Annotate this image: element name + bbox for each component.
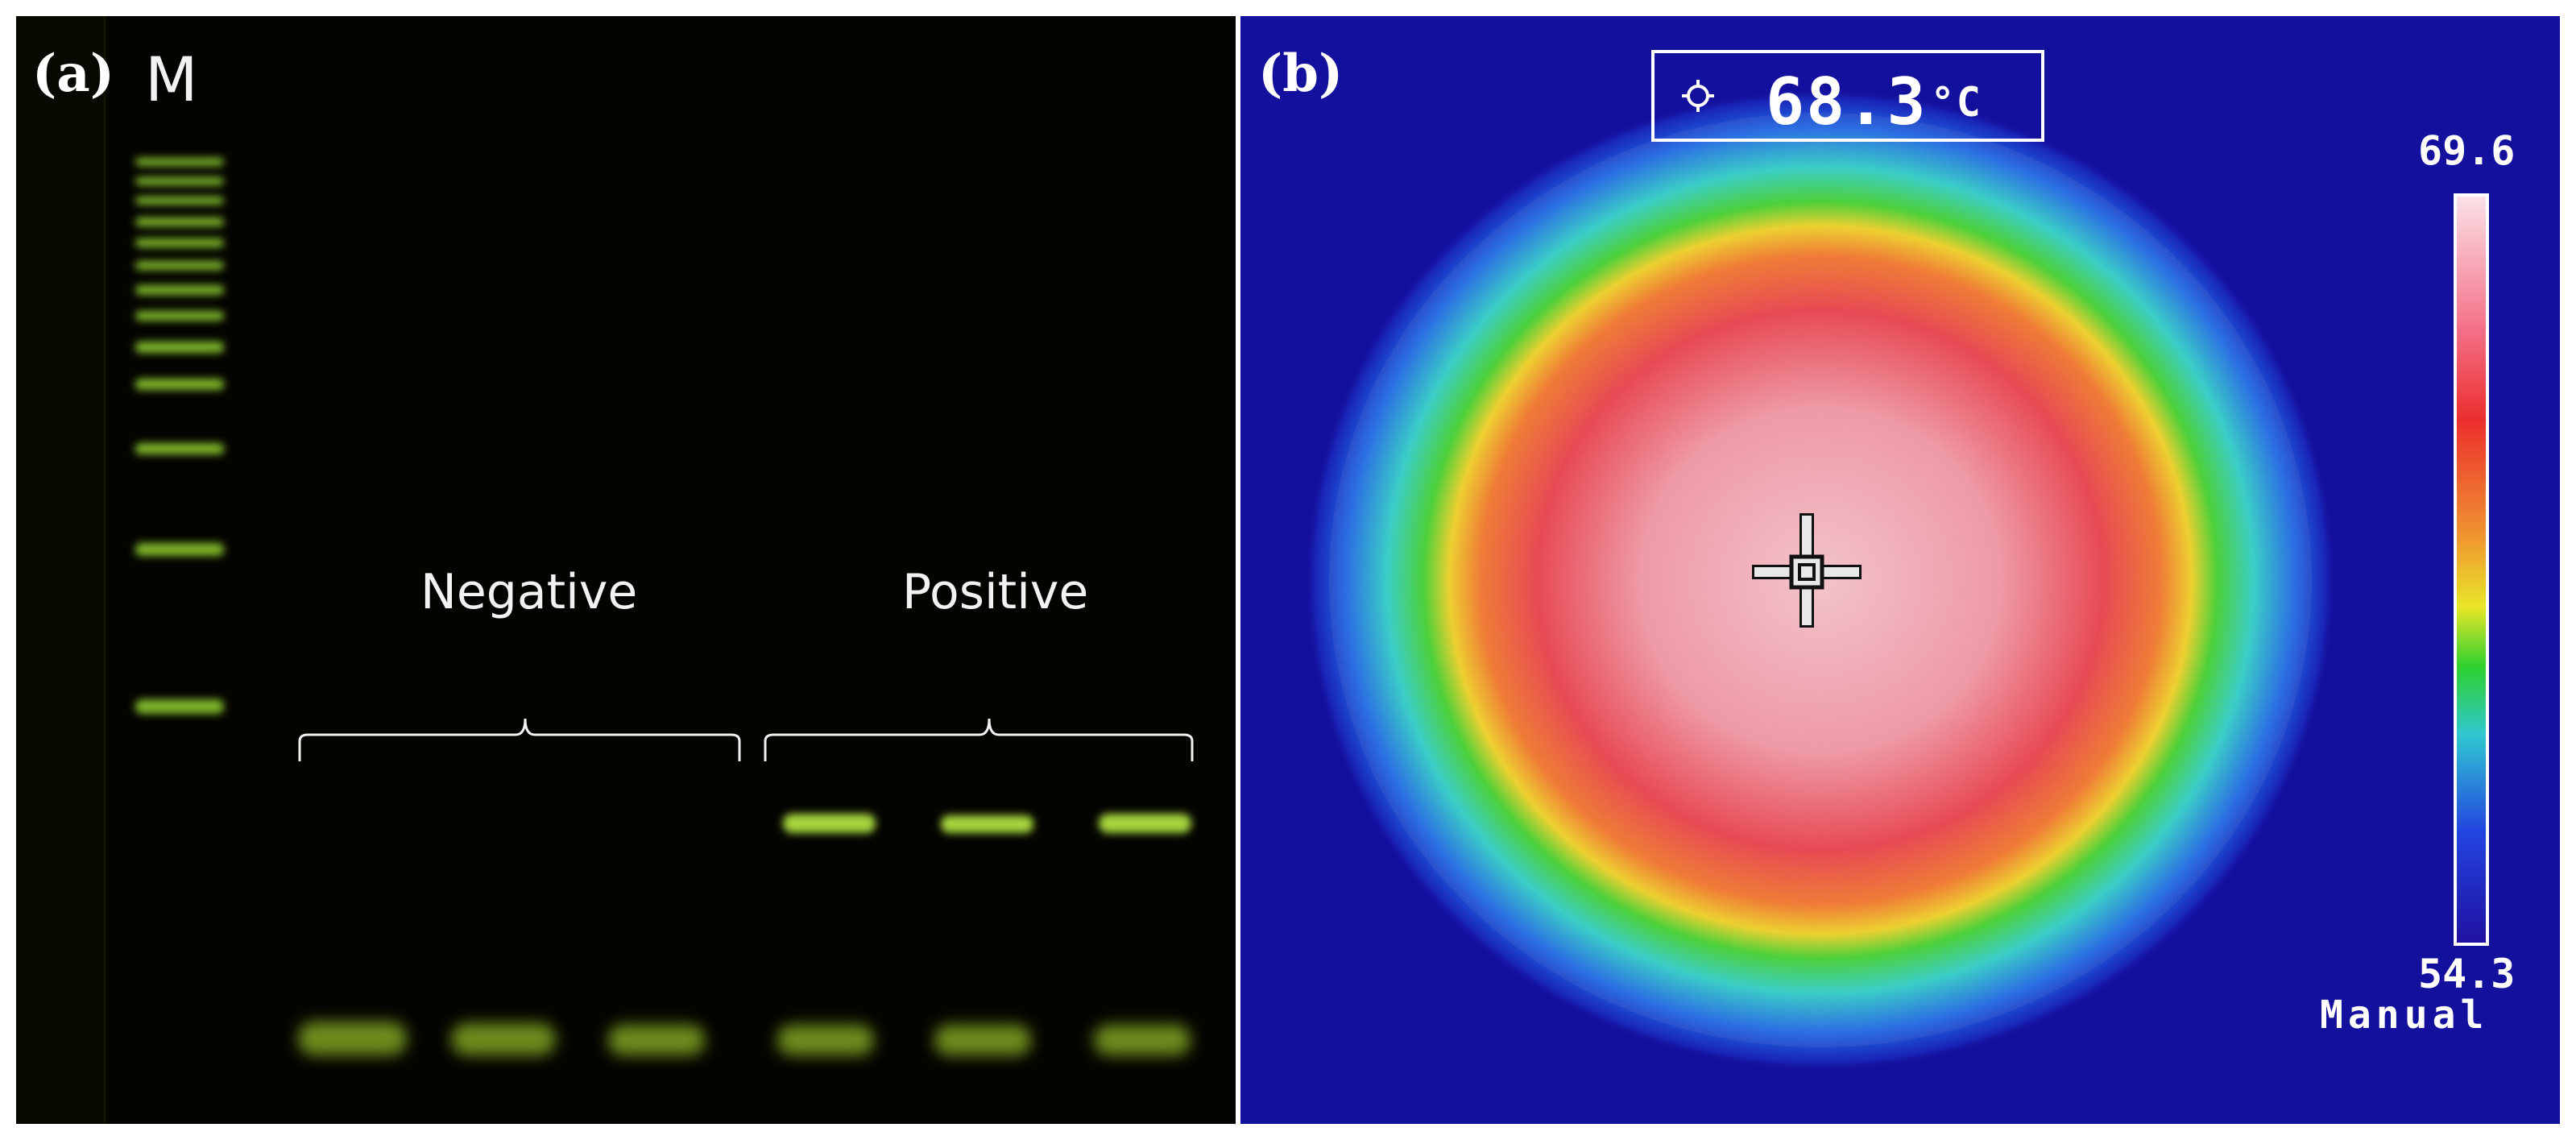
crosshair-icon	[1752, 513, 1862, 628]
spot-temperature-number: 68.3	[1766, 64, 1928, 139]
bottom-band	[451, 1023, 556, 1055]
ladder-band	[135, 285, 224, 295]
ladder-band	[135, 699, 224, 714]
temperature-unit: °C	[1930, 79, 1982, 126]
bottom-band	[608, 1025, 705, 1055]
scale-min-label: 54.3	[2418, 951, 2516, 997]
positive-band	[941, 815, 1033, 833]
gel-image-panel: (a) M Negative Positive	[16, 16, 1236, 1124]
marker-ladder	[135, 158, 224, 714]
panel-b-label: (b)	[1258, 44, 1344, 104]
bottom-bands	[298, 1022, 1191, 1055]
gel-edge	[16, 16, 105, 1124]
positive-label: Positive	[902, 564, 1089, 620]
ladder-band	[135, 218, 224, 226]
positive-bands	[783, 814, 1191, 833]
ladder-band	[135, 238, 224, 247]
ladder-band	[135, 543, 224, 556]
negative-label: Negative	[420, 564, 638, 620]
marker-lane-label: M	[145, 44, 198, 115]
bottom-band	[777, 1025, 874, 1055]
negative-bracket	[298, 718, 741, 761]
ladder-band	[135, 158, 224, 166]
thermal-image-panel: (b) 68.3°C 69.6 54.3 Manual	[1240, 16, 2560, 1124]
mode-label: Manual	[2320, 993, 2489, 1038]
bottom-band	[934, 1025, 1031, 1055]
ladder-band	[135, 443, 224, 454]
ladder-band	[135, 379, 224, 390]
color-scale-bar	[2454, 193, 2489, 946]
positive-band	[783, 814, 876, 833]
spot-temperature-value: 68.3°C	[1766, 64, 1982, 139]
scale-max-label: 69.6	[2418, 127, 2516, 174]
ladder-band	[135, 177, 224, 185]
spot-marker-icon	[1682, 80, 1714, 112]
thermal-graphics	[1305, 50, 2489, 1072]
ladder-band	[135, 311, 224, 321]
ladder-band	[135, 197, 224, 205]
spot-temp-box	[1651, 50, 2044, 142]
gel-graphics	[16, 16, 1194, 1124]
bottom-band	[298, 1022, 407, 1055]
ladder-band	[135, 261, 224, 270]
bottom-band	[1094, 1025, 1191, 1055]
positive-bracket	[764, 718, 1194, 761]
ladder-band	[135, 342, 224, 353]
panel-a-label: (a)	[32, 44, 115, 104]
positive-band	[1099, 814, 1191, 833]
